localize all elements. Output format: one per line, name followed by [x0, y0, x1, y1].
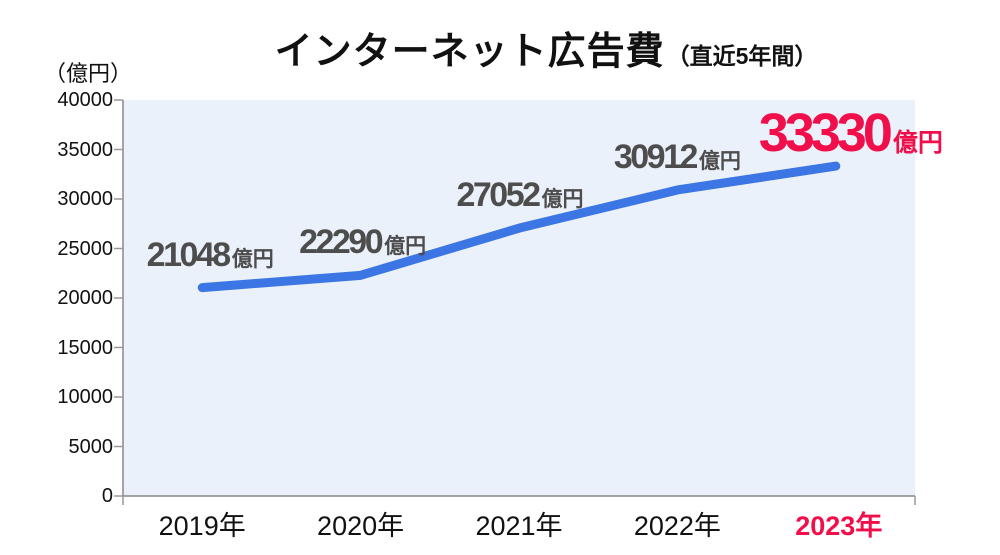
- data-point-label: 27052 億円: [456, 178, 583, 212]
- y-axis-tick-label: 20000: [57, 287, 113, 309]
- data-point-value: 30912: [613, 137, 699, 176]
- chart-title-main: インターネット広告費: [274, 31, 665, 73]
- x-axis-label: 2022年: [633, 511, 721, 541]
- data-point-label: 21048 億円: [147, 238, 274, 272]
- y-axis-unit-label: （億円）: [44, 61, 133, 86]
- y-axis-tick-label: 40000: [57, 89, 113, 111]
- x-axis-label: 2019年: [158, 511, 246, 541]
- y-axis-tick-label: 30000: [57, 188, 113, 210]
- data-point-value: 33330: [758, 103, 893, 164]
- data-point-value: 27052: [456, 176, 541, 215]
- y-axis-tick-label: 5000: [68, 435, 114, 458]
- x-axis-label: 2023年: [795, 511, 883, 541]
- y-axis-tick-label: 0: [101, 485, 113, 507]
- data-point-unit: 億円: [698, 149, 741, 173]
- y-axis-tick-label: 25000: [57, 237, 113, 260]
- data-point-unit: 億円: [892, 129, 943, 158]
- data-point-value: 22290: [299, 223, 384, 262]
- data-point-unit: 億円: [541, 188, 584, 212]
- data-point-label: 30912 億円: [614, 140, 741, 174]
- data-point-label: 22290 億円: [299, 225, 426, 259]
- data-point-value: 21048: [146, 235, 232, 274]
- x-axis-label: 2021年: [475, 511, 563, 541]
- data-point-unit: 億円: [384, 235, 427, 259]
- y-axis-tick-label: 10000: [57, 386, 113, 408]
- x-axis-label: 2020年: [317, 511, 405, 541]
- chart-title: インターネット広告費（直近5年間）: [0, 20, 1000, 75]
- y-axis-tick-label: 35000: [57, 138, 113, 161]
- chart-title-sub: （直近5年間）: [666, 43, 818, 69]
- data-point-label: 33330 億円: [759, 106, 943, 160]
- data-point-unit: 億円: [231, 247, 274, 271]
- y-axis-tick-label: 15000: [57, 336, 113, 359]
